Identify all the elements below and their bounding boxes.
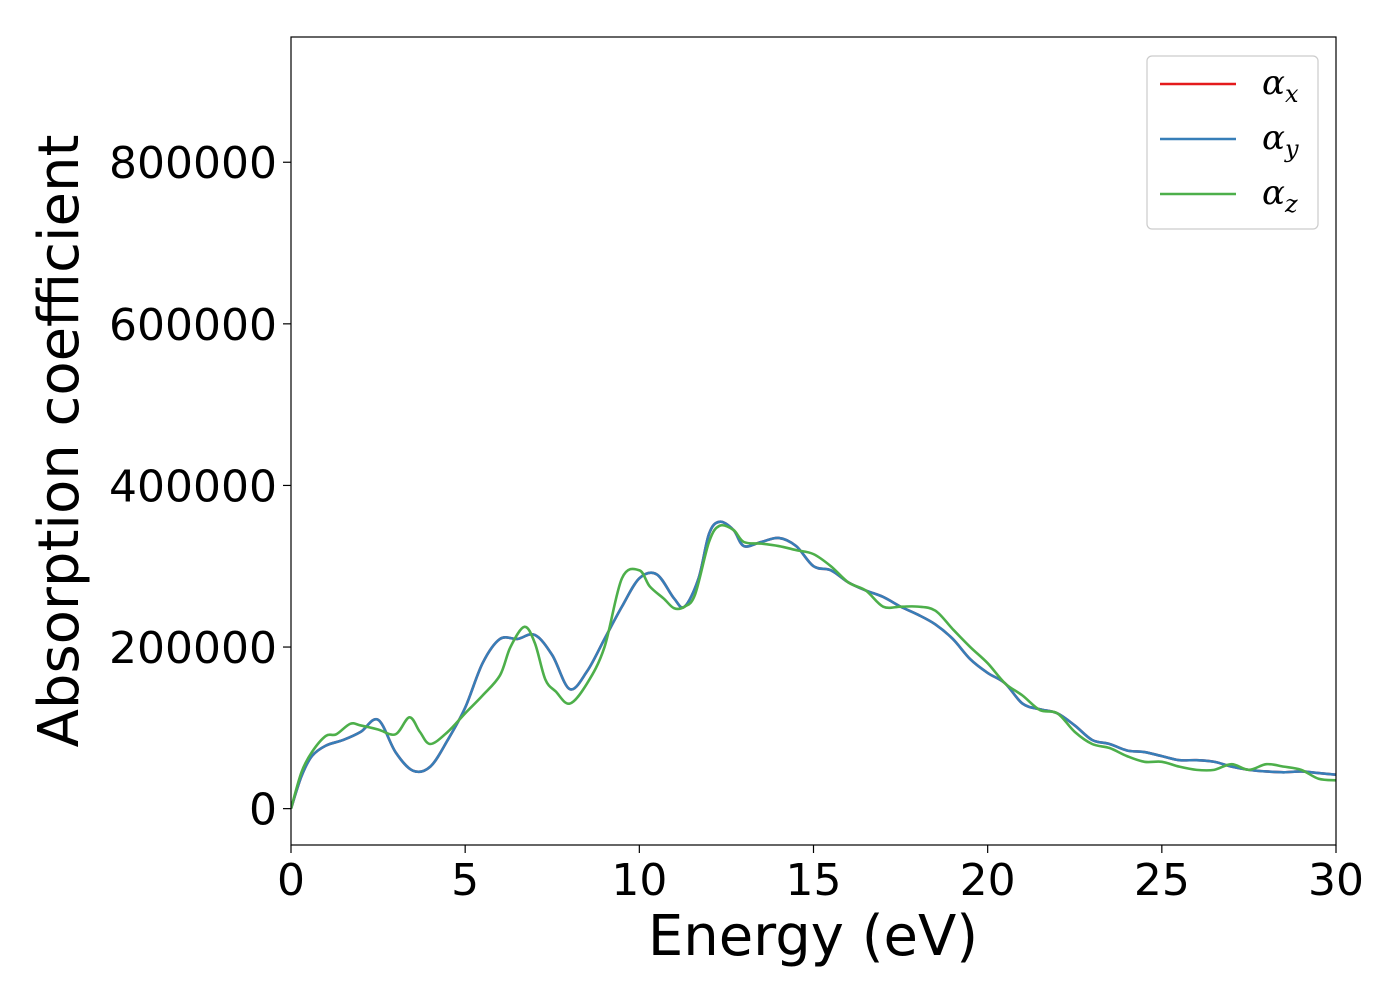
legend-entry-alpha-x: αx [1160,63,1299,108]
x-tick-label: 25 [1134,855,1190,906]
legend-box [1146,55,1319,230]
y-tick-label: 600000 [109,300,277,351]
legend: αx αy αz [1146,55,1319,230]
x-tick-label: 0 [277,855,305,906]
legend-entry-alpha-z: αz [1160,173,1298,218]
y-tick-label: 0 [249,785,277,836]
y-axis: 0 200000 400000 600000 800000 [109,138,291,836]
legend-entry-alpha-y: αy [1160,118,1299,163]
x-tick-label: 5 [451,855,479,906]
legend-label: αz [1262,173,1298,218]
x-axis-label: Energy (eV) [648,904,978,969]
y-axis-label: Absorption coefficient [27,135,92,748]
y-tick-label: 800000 [109,138,277,189]
series-alpha-y-line [291,520,1336,810]
x-tick-label: 20 [960,855,1016,906]
series-alpha-z-line [291,523,1336,809]
legend-label: αx [1262,63,1299,108]
x-tick-label: 30 [1308,855,1364,906]
legend-label: αy [1262,118,1299,163]
x-axis: 0 5 10 15 20 25 30 [277,845,1364,906]
y-tick-label: 400000 [109,461,277,512]
x-tick-label: 15 [786,855,842,906]
y-tick-label: 200000 [109,623,277,674]
x-tick-label: 10 [611,855,667,906]
series-layer [291,520,1336,810]
